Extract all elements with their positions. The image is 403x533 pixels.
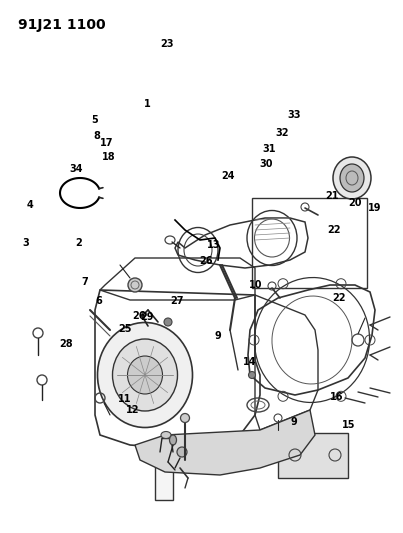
Text: 21: 21: [326, 191, 339, 201]
Text: 17: 17: [100, 138, 114, 148]
Polygon shape: [135, 410, 315, 475]
Text: 9: 9: [291, 417, 297, 427]
Ellipse shape: [340, 164, 364, 192]
Ellipse shape: [127, 356, 162, 394]
Text: 22: 22: [328, 225, 341, 235]
Text: 7: 7: [81, 278, 88, 287]
Text: 9: 9: [214, 331, 221, 341]
Text: 15: 15: [342, 421, 355, 430]
Text: 30: 30: [259, 159, 273, 169]
Bar: [155, 452, 173, 500]
Ellipse shape: [249, 372, 256, 378]
Text: 4: 4: [27, 200, 33, 210]
Text: 11: 11: [118, 394, 132, 403]
Ellipse shape: [98, 322, 193, 427]
Text: 14: 14: [243, 358, 257, 367]
Ellipse shape: [170, 435, 177, 445]
Text: 20: 20: [348, 198, 361, 207]
Text: 16: 16: [330, 392, 343, 402]
Text: 3: 3: [23, 238, 29, 247]
Text: 22: 22: [332, 294, 345, 303]
Ellipse shape: [161, 432, 171, 439]
Text: 1: 1: [144, 99, 150, 109]
Text: 24: 24: [221, 171, 235, 181]
Text: 91J21 1100: 91J21 1100: [18, 18, 106, 32]
Text: 33: 33: [287, 110, 301, 119]
Ellipse shape: [333, 157, 371, 199]
Ellipse shape: [164, 318, 172, 326]
Text: 6: 6: [96, 296, 102, 306]
Text: 31: 31: [262, 144, 276, 154]
Text: 12: 12: [126, 406, 140, 415]
Text: 2: 2: [75, 238, 82, 247]
Bar: [278, 433, 348, 478]
Text: 32: 32: [275, 128, 289, 138]
Text: 25: 25: [118, 325, 132, 334]
Ellipse shape: [128, 278, 142, 292]
Text: 23: 23: [160, 39, 174, 49]
Text: 19: 19: [368, 203, 382, 213]
Text: 26: 26: [199, 256, 212, 266]
Text: 27: 27: [170, 296, 184, 306]
Text: 18: 18: [102, 152, 116, 162]
Ellipse shape: [177, 447, 187, 457]
Ellipse shape: [112, 339, 177, 411]
Text: 26: 26: [132, 311, 146, 320]
Text: 5: 5: [91, 115, 98, 125]
Text: 34: 34: [69, 165, 83, 174]
Text: 8: 8: [93, 131, 100, 141]
Bar: [252, 198, 367, 288]
Text: 28: 28: [60, 339, 73, 349]
Text: 13: 13: [207, 240, 220, 250]
Text: 10: 10: [249, 280, 263, 290]
Text: 29: 29: [140, 312, 154, 322]
Ellipse shape: [181, 414, 189, 423]
